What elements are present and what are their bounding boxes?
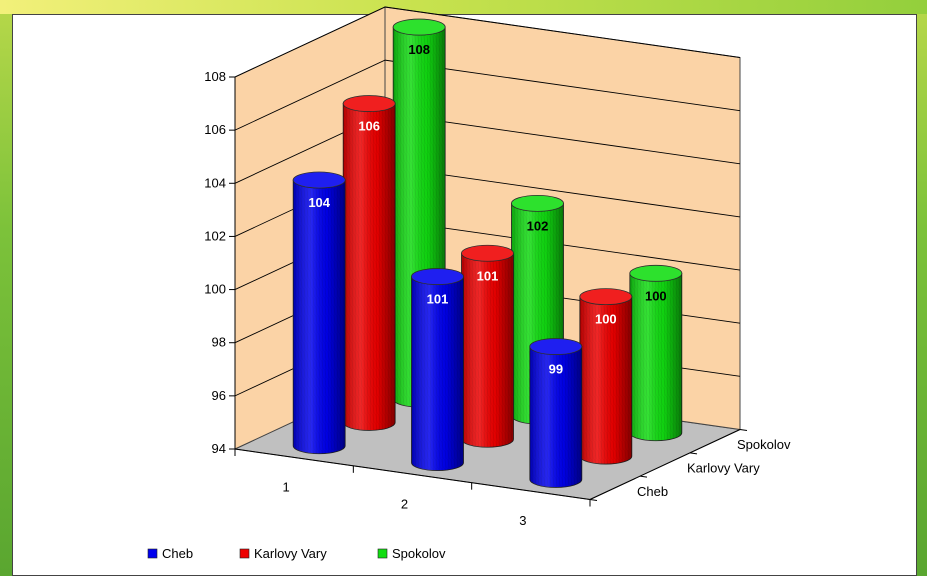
z-tick — [589, 499, 598, 501]
bar — [629, 264, 683, 442]
legend-item: Karlovy Vary — [239, 546, 327, 561]
z-tick — [689, 452, 698, 455]
bar — [529, 338, 583, 488]
legend-swatch — [239, 548, 250, 559]
gridline — [234, 6, 741, 78]
bar-top-highlight — [529, 338, 582, 355]
z-tick — [739, 429, 748, 431]
bar-shading — [293, 180, 346, 454]
bar — [511, 194, 564, 425]
y-tick-label: 98 — [212, 335, 226, 350]
gridline — [234, 59, 741, 131]
data-label: 99 — [549, 362, 563, 377]
bar-shading — [343, 103, 396, 431]
bar-shading — [461, 253, 514, 448]
data-label: 101 — [477, 268, 499, 283]
bar — [411, 268, 464, 471]
legend: Cheb Karlovy Vary Spokolov — [147, 546, 446, 561]
z-axis-line — [589, 429, 741, 500]
x-tick-label: 2 — [401, 496, 408, 511]
bar-top-highlight — [343, 95, 396, 112]
y-tick-label: 104 — [204, 175, 226, 190]
legend-swatch — [147, 548, 158, 559]
bar-top-highlight — [579, 288, 632, 305]
bar-top — [461, 244, 514, 262]
bar-top — [529, 338, 583, 355]
series-axis-label: Cheb — [637, 484, 668, 499]
bar-top-highlight — [461, 245, 514, 262]
legend-label: Cheb — [162, 546, 193, 561]
data-label: 102 — [527, 218, 549, 233]
y-tick-label: 100 — [204, 282, 226, 297]
x-tick-label: 3 — [519, 513, 526, 528]
bar-top-highlight — [293, 172, 346, 189]
y-tick-label: 94 — [212, 441, 226, 456]
header-band — [0, 0, 927, 14]
bar-shading — [529, 346, 582, 488]
bar-top — [392, 18, 446, 36]
axes: 94 96 98 100 102 104 106 108 1 2 3 Cheb Karlovy Vary… — [204, 69, 791, 528]
bar-top — [342, 95, 396, 112]
bar — [579, 288, 633, 465]
legend-label: Spokolov — [392, 546, 446, 561]
bar-top-highlight — [629, 265, 682, 282]
series-axis-label: Spokolov — [737, 437, 791, 452]
bar-shading — [411, 276, 464, 471]
y-tick-label: 106 — [204, 122, 226, 137]
y-tick-label: 108 — [204, 69, 226, 84]
bar-top — [411, 268, 464, 285]
bar-top — [511, 194, 564, 212]
bar-top-highlight — [393, 19, 446, 36]
bar — [342, 95, 396, 431]
bar-shading — [629, 273, 682, 441]
data-label: 104 — [308, 195, 330, 210]
series-axis-label: Karlovy Vary — [687, 461, 760, 476]
data-label: 101 — [427, 292, 449, 307]
x-axis-line — [234, 448, 591, 500]
data-label: 100 — [645, 288, 667, 303]
bars — [292, 18, 683, 488]
x-tick-label: 1 — [283, 479, 290, 494]
legend-item: Spokolov — [377, 546, 446, 561]
y-tick-label: 96 — [212, 388, 226, 403]
labels: 108 102 100 106 101 100 104 101 99 — [308, 42, 666, 376]
data-label: 106 — [358, 119, 380, 134]
y-tick-label: 102 — [204, 228, 226, 243]
data-label: 100 — [595, 312, 617, 327]
bar-top — [292, 171, 346, 189]
bar-top-highlight — [511, 195, 564, 212]
bar — [292, 171, 346, 455]
bar-shading — [579, 296, 632, 465]
z-tick — [639, 475, 648, 478]
bar-top — [579, 288, 633, 306]
legend-item: Cheb — [147, 546, 193, 561]
bar-top-highlight — [411, 268, 464, 285]
data-label: 108 — [408, 42, 430, 57]
legend-label: Karlovy Vary — [254, 546, 327, 561]
bar-top — [629, 264, 683, 282]
legend-swatch — [377, 548, 388, 559]
